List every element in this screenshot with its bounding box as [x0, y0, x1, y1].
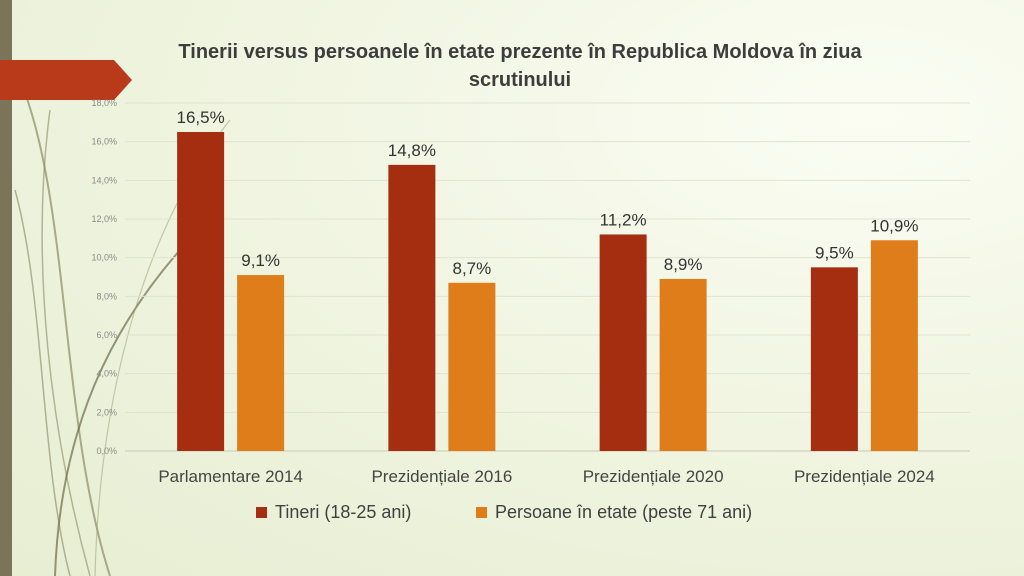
x-category-label: Parlamentare 2014	[158, 467, 303, 486]
y-tick-label: 6,0%	[96, 330, 117, 340]
legend-item-persoane: Persoane în etate (peste 71 ani)	[476, 502, 752, 523]
data-label: 8,9%	[664, 255, 703, 274]
y-tick-label: 0,0%	[96, 446, 117, 456]
y-tick-label: 18,0%	[91, 98, 117, 108]
y-tick-label: 12,0%	[91, 214, 117, 224]
bar-series1	[810, 267, 858, 451]
slide-sidebar-bar	[0, 0, 12, 576]
bar-series2	[870, 240, 918, 451]
decorative-curves	[14, 79, 231, 576]
legend-label-tineri: Tineri (18-25 ani)	[275, 502, 412, 522]
y-tick-label: 16,0%	[91, 137, 117, 147]
bar-chart: 0,0% 2,0% 4,0% 6,0% 8,0% 10,0% 12,0% 14,0% 16,0%…	[91, 98, 970, 486]
legend-swatch-persoane	[476, 507, 487, 518]
y-tick-label: 4,0%	[96, 369, 117, 379]
data-label: 9,5%	[815, 243, 854, 262]
legend-swatch-tineri	[256, 507, 267, 518]
chart-title: Tinerii versus persoanele în etate preze…	[178, 41, 862, 91]
legend-label-persoane: Persoane în etate (peste 71 ani)	[495, 502, 753, 522]
y-tick-label: 2,0%	[96, 407, 117, 417]
data-label: 8,7%	[453, 259, 492, 278]
bar-series2	[448, 282, 496, 451]
y-tick-label: 8,0%	[96, 291, 117, 301]
chart-legend: Tineri (18-25 ani) Persoane în etate (pe…	[0, 502, 1024, 528]
y-tick-label: 14,0%	[91, 175, 117, 185]
x-category-label: Prezidențiale 2024	[794, 467, 935, 486]
data-label: 14,8%	[388, 141, 436, 160]
bar-series2	[659, 278, 707, 451]
legend-item-tineri: Tineri (18-25 ani)	[256, 502, 411, 523]
data-label: 16,5%	[177, 108, 225, 127]
bar-series2	[237, 275, 285, 451]
x-category-label: Prezidențiale 2016	[371, 467, 512, 486]
x-category-label: Prezidențiale 2020	[583, 467, 724, 486]
bar-series1	[599, 234, 647, 451]
accent-arrow-shape	[0, 60, 132, 100]
data-label: 10,9%	[870, 216, 918, 235]
y-tick-label: 10,0%	[91, 253, 117, 263]
bar-series1	[388, 164, 436, 451]
data-label: 9,1%	[241, 251, 280, 270]
bar-series1	[177, 132, 225, 451]
data-label: 11,2%	[600, 210, 647, 229]
